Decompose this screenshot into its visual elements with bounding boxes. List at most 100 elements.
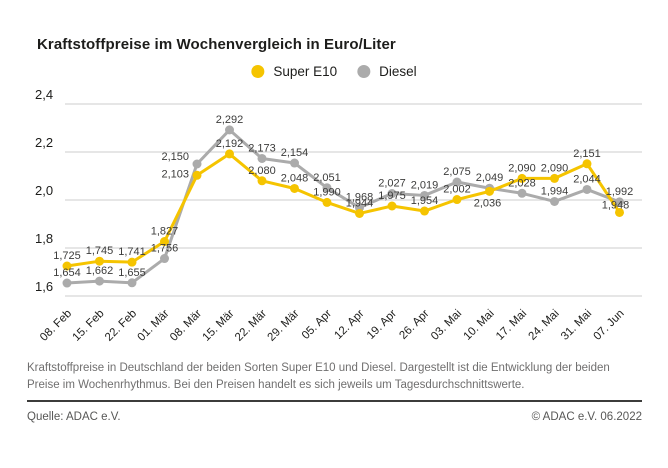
- chart-description: Kraftstoffpreise in Deutschland der beid…: [27, 362, 610, 391]
- data-point: [615, 197, 624, 207]
- data-point: [452, 195, 462, 205]
- data-point-label: 2,051: [313, 172, 341, 184]
- data-point-label: 2,019: [411, 179, 439, 191]
- data-point: [160, 254, 169, 264]
- data-point: [615, 207, 624, 217]
- y-axis-tick-label: 2,2: [35, 135, 53, 150]
- x-axis-tick-label: 29. Mär: [266, 308, 302, 344]
- data-point-label: 2,154: [281, 147, 309, 159]
- data-point: [127, 257, 137, 267]
- data-point: [257, 176, 267, 186]
- x-axis-tick-label: 26. Apr: [397, 308, 431, 342]
- x-axis-tick-label: 19. Apr: [365, 308, 399, 342]
- data-point-label: 2,027: [378, 178, 406, 190]
- data-point: [192, 170, 202, 180]
- data-point: [420, 206, 429, 216]
- super-e10-dot-icon: [251, 65, 265, 78]
- x-axis-tick-label: 08. Feb: [38, 308, 74, 344]
- data-point-label: 2,002: [443, 184, 471, 196]
- data-point-label: 1,992: [606, 186, 634, 198]
- x-axis-tick-label: 17. Mai: [494, 308, 529, 343]
- data-point-label: 1,990: [313, 186, 341, 198]
- data-point: [322, 197, 332, 207]
- diesel-dot-icon: [357, 65, 371, 78]
- data-point-label: 2,075: [443, 166, 471, 178]
- data-point-label: 1,654: [53, 267, 81, 279]
- x-axis-tick-label: 05. Apr: [300, 308, 334, 342]
- data-point-label: 2,080: [248, 165, 276, 177]
- data-point-label: 2,192: [216, 138, 244, 150]
- chart-title: Kraftstoffpreise im Wochenvergleich in E…: [37, 36, 396, 53]
- data-point-label: 1,944: [346, 197, 374, 209]
- data-point: [322, 183, 332, 193]
- data-point-label: 1,994: [541, 185, 569, 197]
- source-text: Quelle: ADAC e.V.: [27, 411, 121, 423]
- data-point: [550, 196, 559, 206]
- y-axis-tick-label: 2,4: [35, 87, 53, 102]
- data-point: [62, 278, 72, 288]
- data-point-label: 2,173: [248, 142, 276, 154]
- data-point-label: 2,028: [508, 177, 536, 189]
- data-point-label: 2,090: [541, 162, 569, 174]
- data-point: [95, 276, 104, 286]
- data-point: [62, 261, 72, 271]
- data-point: [485, 186, 494, 196]
- data-point: [290, 183, 299, 193]
- data-point-label: 2,090: [508, 162, 536, 174]
- legend-label-super-e10: Super E10: [273, 64, 338, 79]
- data-point-label: 2,103: [161, 168, 189, 180]
- series-line-super-e10: [65, 152, 621, 268]
- data-point-label: 1,827: [151, 226, 179, 238]
- x-axis-tick-label: 24. Mai: [526, 308, 561, 343]
- data-point: [582, 159, 592, 169]
- x-axis-tick-label: 22. Feb: [103, 308, 139, 344]
- x-axis-tick-label: 01. Mär: [136, 308, 172, 344]
- data-point: [127, 278, 137, 288]
- data-point-label: 1,655: [118, 267, 146, 279]
- legend-item-super-e10: Super E10: [251, 64, 337, 79]
- data-point: [225, 125, 234, 135]
- legend-item-diesel: Diesel: [357, 64, 417, 79]
- data-point-label: 1,975: [378, 190, 406, 202]
- data-point-label: 1,954: [411, 195, 439, 207]
- data-point: [290, 158, 299, 168]
- data-point-label: 1,741: [118, 246, 146, 258]
- data-point: [420, 190, 429, 200]
- data-point-label: 2,151: [573, 148, 601, 160]
- data-point-label: 1,756: [151, 243, 179, 255]
- data-point: [517, 173, 527, 183]
- x-axis-tick-label: 12. Apr: [332, 308, 366, 342]
- series-line-diesel: [65, 128, 621, 285]
- data-point: [550, 173, 559, 183]
- data-point-label: 1,948: [602, 199, 630, 211]
- data-point: [582, 184, 592, 194]
- x-axis-tick-label: 10. Mai: [461, 308, 496, 343]
- source-row: Quelle: ADAC e.V. © ADAC e.V. 06.2022: [27, 411, 642, 423]
- data-point-label: 1,725: [53, 250, 81, 262]
- data-point-label: 1,968: [346, 192, 374, 204]
- x-axis-tick-label: 03. Mai: [429, 308, 464, 343]
- y-axis-tick-label: 2,0: [35, 183, 53, 198]
- y-axis-tick-label: 1,6: [35, 279, 53, 294]
- data-point: [517, 188, 527, 198]
- chart-legend: Super E10 Diesel: [251, 64, 417, 79]
- copyright-text: © ADAC e.V. 06.2022: [531, 411, 642, 423]
- legend-label-diesel: Diesel: [379, 64, 417, 79]
- data-point: [355, 208, 364, 218]
- x-axis-tick-label: 15. Mär: [201, 308, 237, 344]
- x-axis-tick-label: 07. Jun: [591, 308, 626, 343]
- data-point-label: 1,745: [86, 245, 114, 257]
- data-point: [225, 149, 234, 159]
- data-point: [387, 201, 397, 211]
- data-point-label: 2,292: [216, 114, 244, 126]
- data-point-label: 1,662: [86, 265, 114, 277]
- x-axis-tick-label: 22. Mär: [233, 308, 269, 344]
- data-point: [192, 159, 202, 169]
- data-point-label: 2,036: [474, 197, 502, 209]
- data-point-label: 2,044: [573, 173, 601, 185]
- x-axis-tick-label: 08. Mär: [168, 308, 204, 344]
- data-point: [387, 189, 397, 199]
- data-point-label: 2,048: [281, 172, 309, 184]
- data-point: [452, 177, 462, 187]
